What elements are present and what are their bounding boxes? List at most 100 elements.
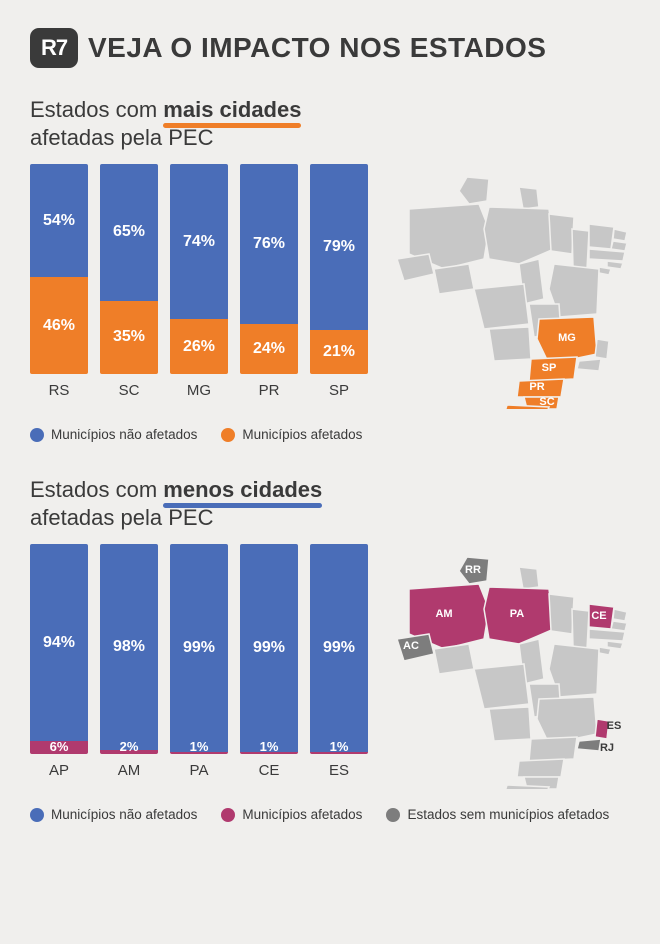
legend-item: Municípios não afetados — [30, 807, 197, 822]
bar-seg-affected: 2% — [100, 750, 158, 754]
bar-seg-not-affected: 74% — [170, 164, 228, 319]
title-underlined: menos cidades — [163, 476, 322, 504]
bar-label: ES — [329, 762, 349, 779]
map-state-ce — [589, 224, 614, 249]
map-state-pe — [589, 249, 625, 261]
map-label-rr: RR — [465, 564, 481, 576]
bar-label: CE — [259, 762, 280, 779]
legend-swatch — [221, 808, 235, 822]
map-state-se — [599, 647, 611, 655]
bar-seg-not-affected: 54% — [30, 164, 88, 277]
legend-label: Municípios afetados — [242, 427, 362, 442]
legend-item: Municípios não afetados — [30, 427, 197, 442]
bar-seg-not-affected: 99% — [240, 544, 298, 752]
bar-seg-affected: 35% — [100, 301, 158, 375]
bar-seg-not-affected: 94% — [30, 544, 88, 741]
bar-seg-affected: 24% — [240, 324, 298, 374]
map-state-rn — [613, 609, 627, 621]
bar-stack: 54%46% — [30, 164, 88, 374]
bar-seg-not-affected: 65% — [100, 164, 158, 301]
map-state-rj — [577, 739, 601, 751]
bar-col: 79%21%SP — [310, 164, 368, 399]
title-prefix: Estados com — [30, 97, 163, 122]
legend-label: Municípios afetados — [242, 807, 362, 822]
legend-swatch — [30, 428, 44, 442]
bar-col: 54%46%RS — [30, 164, 88, 399]
map-label-sp: SP — [542, 362, 557, 374]
bar-label: MG — [187, 382, 211, 399]
map-state-pb — [611, 241, 627, 251]
map-label-es: ES — [607, 720, 622, 732]
legend-item: Municípios afetados — [221, 807, 362, 822]
map-label-sc: SC — [539, 396, 554, 408]
map-label-ce: CE — [591, 610, 606, 622]
title-suffix: afetadas pela PEC — [30, 125, 213, 150]
bar-seg-not-affected: 76% — [240, 164, 298, 324]
bar-seg-not-affected: 99% — [310, 544, 368, 752]
chart-most: 54%46%RS65%35%SC74%26%MG76%24%PR79%21%SP — [30, 169, 370, 399]
section-most: Estados com mais cidades afetadas pela P… — [30, 96, 630, 442]
map-state-rr — [459, 177, 489, 204]
section-least-title: Estados com menos cidades afetadas pela … — [30, 476, 630, 531]
map-state-pr — [517, 759, 564, 777]
bar-seg-affected: 1% — [240, 752, 298, 754]
section-least: Estados com menos cidades afetadas pela … — [30, 476, 630, 822]
legend-item: Estados sem municípios afetados — [386, 807, 609, 822]
bar-label: AM — [118, 762, 141, 779]
bar-col: 98%2% AM — [100, 544, 158, 779]
bar-seg-not-affected: 79% — [310, 164, 368, 330]
map-most: MGSPPRSCRS — [388, 169, 630, 409]
bar-stack: 99%1% — [170, 544, 228, 754]
legend-swatch — [30, 808, 44, 822]
legend-label: Municípios não afetados — [51, 807, 197, 822]
bar-col: 94%6%AP — [30, 544, 88, 779]
bar-stack: 74%26% — [170, 164, 228, 374]
bar-col: 74%26% MG — [170, 164, 228, 399]
page-title: VEJA O IMPACTO NOS ESTADOS — [88, 32, 546, 64]
title-suffix: afetadas pela PEC — [30, 505, 213, 530]
map-label-ac: AC — [403, 640, 419, 652]
map-state-se — [599, 267, 611, 275]
map-state-ma — [549, 594, 574, 634]
map-state-pi — [572, 229, 589, 269]
map-state-ap — [519, 567, 539, 589]
map-state-sp — [529, 737, 577, 761]
map-state-al — [607, 261, 623, 269]
bar-seg-not-affected: 99% — [170, 544, 228, 752]
legend-least: Municípios não afetados Municípios afetad… — [30, 807, 630, 822]
map-state-mt — [474, 284, 529, 329]
chart-least: 94%6%AP98%2%AM99%1%PA99%1%CE99%1%ES — [30, 549, 370, 779]
map-least: AMPACEESRRACRJ — [388, 549, 630, 789]
bar-label: PR — [259, 382, 280, 399]
map-label-pr: PR — [529, 381, 544, 393]
bar-col: 99%1% CE — [240, 544, 298, 779]
bar-stack: 79%21% — [310, 164, 368, 374]
map-state-es — [595, 339, 609, 359]
bar-label: PA — [190, 762, 209, 779]
bar-col: 99%1% ES — [310, 544, 368, 779]
title-prefix: Estados com — [30, 477, 163, 502]
bar-stack: 99%1% — [240, 544, 298, 754]
map-state-rn — [613, 229, 627, 241]
legend-most: Municípios não afetados Municípios afetad… — [30, 427, 630, 442]
bar-seg-affected: 46% — [30, 277, 88, 374]
map-state-ms — [489, 327, 531, 361]
map-state-ap — [519, 187, 539, 209]
map-label-am: AM — [435, 608, 452, 620]
bar-seg-affected: 1% — [310, 752, 368, 754]
map-state-rj — [577, 359, 601, 371]
bar-stack: 94%6% — [30, 544, 88, 754]
map-state-ro — [434, 264, 474, 294]
bar-stack: 98%2% — [100, 544, 158, 754]
legend-label: Estados sem municípios afetados — [407, 807, 609, 822]
bar-seg-affected: 6% — [30, 741, 88, 754]
bar-stack: 65%35% — [100, 164, 158, 374]
header: R7 VEJA O IMPACTO NOS ESTADOS — [30, 28, 630, 68]
bar-seg-affected: 21% — [310, 330, 368, 374]
map-state-ac — [397, 254, 434, 281]
bar-label: SC — [119, 382, 140, 399]
map-label-mg: MG — [558, 332, 576, 344]
map-state-ms — [489, 707, 531, 741]
map-label-pa: PA — [510, 608, 525, 620]
map-state-ma — [549, 214, 574, 254]
